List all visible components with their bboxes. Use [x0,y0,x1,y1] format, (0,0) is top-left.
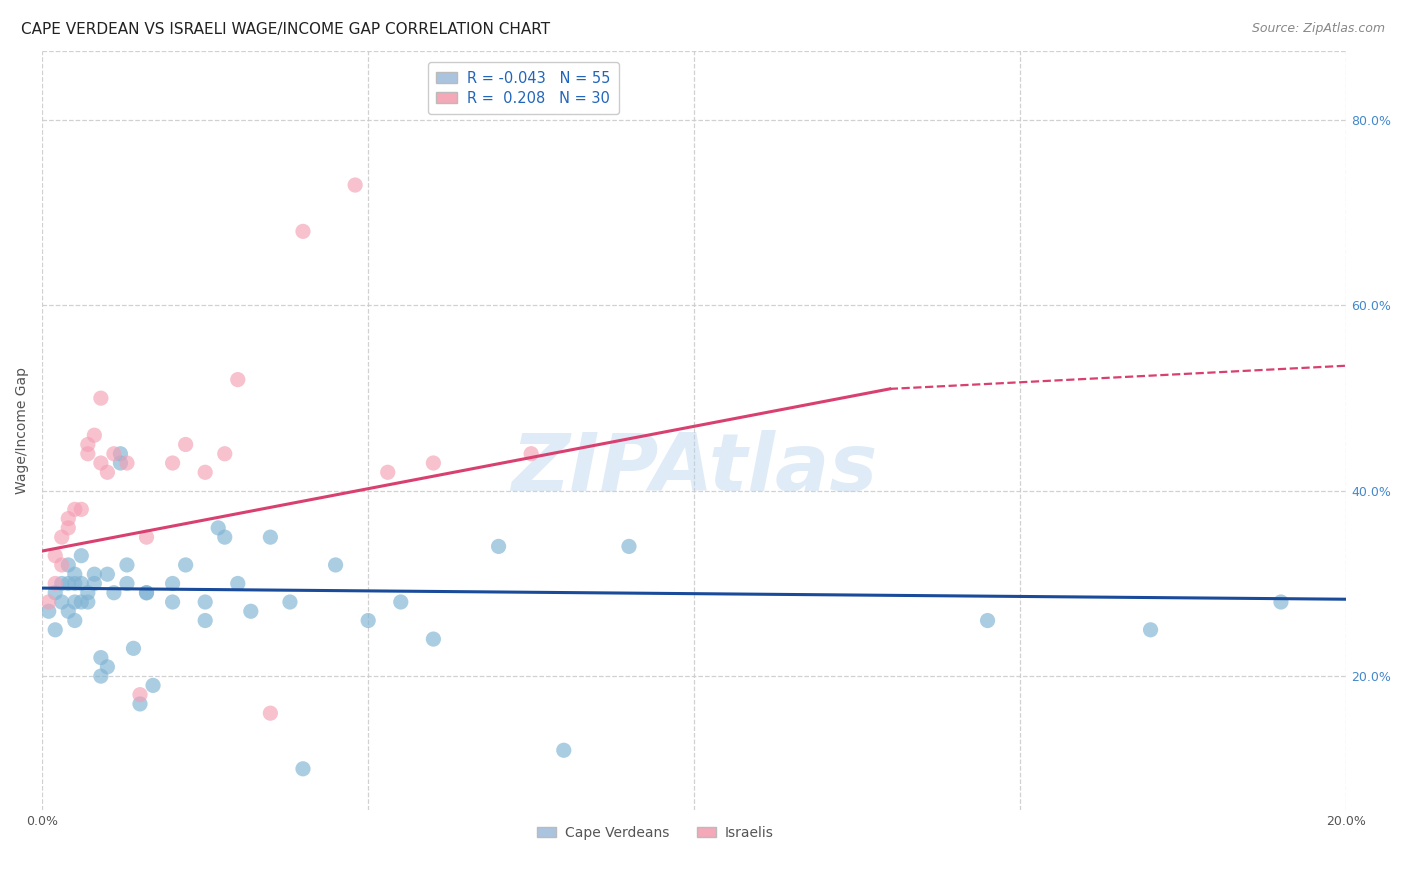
Point [76,447,98,461]
Point [357,614,380,628]
Point [1139,623,1161,637]
Point [1270,595,1292,609]
Point [96,567,118,582]
Point [162,576,184,591]
Point [70,595,93,609]
Point [96,660,118,674]
Point [194,595,217,609]
Point [135,586,157,600]
Point [617,540,640,554]
Point [488,540,510,554]
Point [44,576,66,591]
Point [90,669,112,683]
Text: Source: ZipAtlas.com: Source: ZipAtlas.com [1251,22,1385,36]
Point [70,576,93,591]
Text: CAPE VERDEAN VS ISRAELI WAGE/INCOME GAP CORRELATION CHART: CAPE VERDEAN VS ISRAELI WAGE/INCOME GAP … [21,22,550,37]
Point [135,530,157,544]
Point [259,706,281,721]
Point [135,586,157,600]
Point [44,549,66,563]
Point [58,558,80,572]
Point [44,586,66,600]
Point [226,373,249,387]
Point [115,576,138,591]
Point [38,604,60,618]
Point [142,678,165,692]
Point [83,428,105,442]
Point [58,521,80,535]
Point [129,697,152,711]
Point [174,558,197,572]
Point [115,456,138,470]
Point [259,530,281,544]
Point [194,614,217,628]
Point [58,511,80,525]
Point [553,743,575,757]
Point [103,447,125,461]
Point [110,456,132,470]
Point [325,558,347,572]
Point [44,623,66,637]
Point [51,530,73,544]
Y-axis label: Wage/Income Gap: Wage/Income Gap [15,368,30,494]
Point [422,632,444,646]
Point [389,595,412,609]
Point [83,576,105,591]
Point [63,614,86,628]
Point [278,595,301,609]
Point [162,595,184,609]
Point [103,586,125,600]
Point [63,502,86,516]
Point [115,558,138,572]
Point [207,521,229,535]
Legend: Cape Verdeans, Israelis: Cape Verdeans, Israelis [531,821,779,846]
Point [344,178,367,192]
Point [129,688,152,702]
Point [226,576,249,591]
Point [239,604,262,618]
Point [174,437,197,451]
Point [291,762,314,776]
Point [194,465,217,479]
Point [76,586,98,600]
Point [58,576,80,591]
Point [38,595,60,609]
Point [70,502,93,516]
Point [63,567,86,582]
Point [122,641,145,656]
Point [90,391,112,405]
Point [96,465,118,479]
Point [51,576,73,591]
Point [110,447,132,461]
Point [63,576,86,591]
Point [83,567,105,582]
Point [214,530,236,544]
Text: ZIPAtlas: ZIPAtlas [510,430,877,508]
Point [90,650,112,665]
Point [162,456,184,470]
Point [76,595,98,609]
Point [520,447,543,461]
Point [51,558,73,572]
Point [76,437,98,451]
Point [58,604,80,618]
Point [976,614,998,628]
Point [291,224,314,238]
Point [90,456,112,470]
Point [70,549,93,563]
Point [214,447,236,461]
Point [377,465,399,479]
Point [51,595,73,609]
Point [63,595,86,609]
Point [422,456,444,470]
